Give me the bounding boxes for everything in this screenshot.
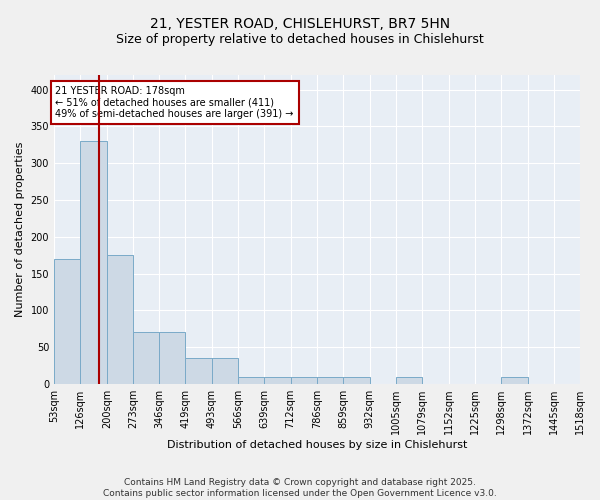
- Text: Contains HM Land Registry data © Crown copyright and database right 2025.
Contai: Contains HM Land Registry data © Crown c…: [103, 478, 497, 498]
- Bar: [212, 358, 238, 384]
- Bar: [396, 376, 422, 384]
- Bar: [80, 141, 107, 384]
- Y-axis label: Number of detached properties: Number of detached properties: [15, 142, 25, 317]
- Bar: [133, 332, 159, 384]
- Bar: [107, 255, 133, 384]
- Bar: [265, 376, 290, 384]
- Text: Size of property relative to detached houses in Chislehurst: Size of property relative to detached ho…: [116, 32, 484, 46]
- Bar: [501, 376, 527, 384]
- X-axis label: Distribution of detached houses by size in Chislehurst: Distribution of detached houses by size …: [167, 440, 467, 450]
- Bar: [343, 376, 370, 384]
- Bar: [54, 259, 80, 384]
- Text: 21, YESTER ROAD, CHISLEHURST, BR7 5HN: 21, YESTER ROAD, CHISLEHURST, BR7 5HN: [150, 18, 450, 32]
- Bar: [159, 332, 185, 384]
- Bar: [238, 376, 265, 384]
- Text: 21 YESTER ROAD: 178sqm
← 51% of detached houses are smaller (411)
49% of semi-de: 21 YESTER ROAD: 178sqm ← 51% of detached…: [55, 86, 294, 119]
- Bar: [317, 376, 343, 384]
- Bar: [185, 358, 212, 384]
- Bar: [290, 376, 317, 384]
